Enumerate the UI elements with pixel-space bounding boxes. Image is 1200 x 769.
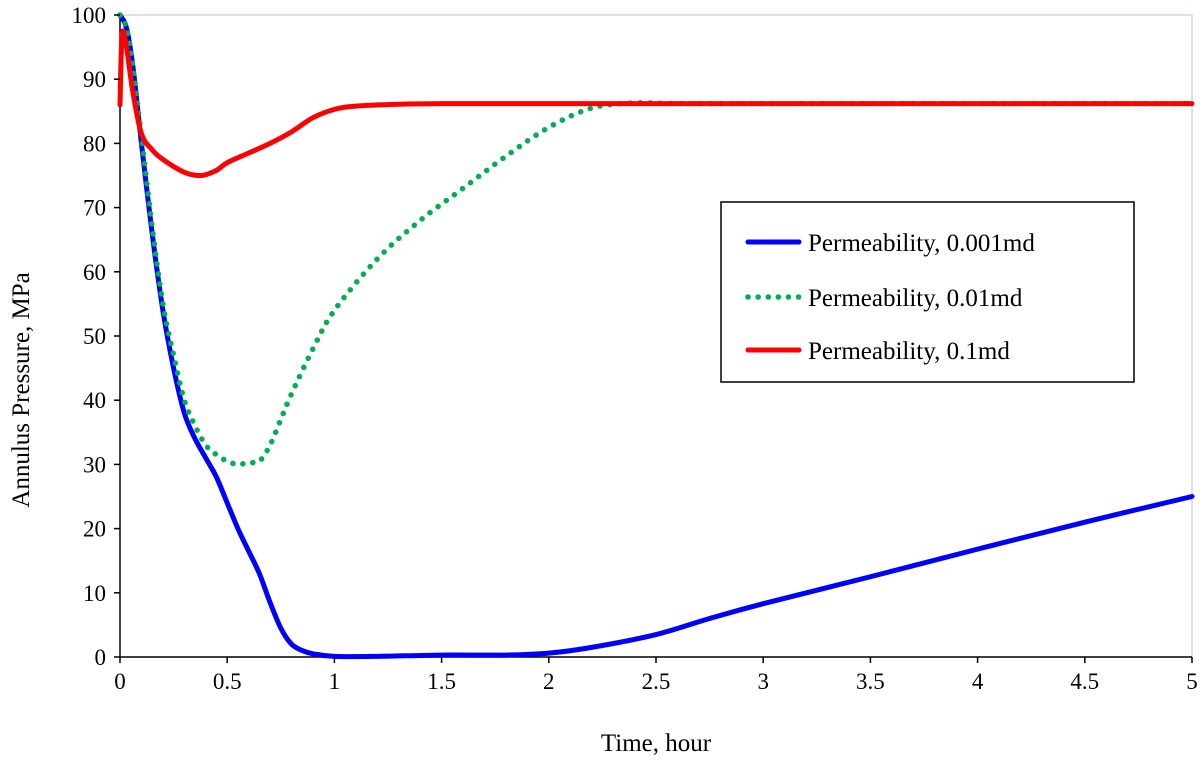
y-axis-title: Annulus Pressure, MPa bbox=[8, 272, 35, 507]
x-tick-label: 1.5 bbox=[427, 669, 456, 694]
legend-label-1: Permeability, 0.001md bbox=[808, 230, 1035, 257]
y-tick-label: 0 bbox=[95, 645, 107, 670]
x-tick-label: 4 bbox=[972, 669, 984, 694]
series-layer bbox=[117, 12, 1195, 660]
x-tick-label: 1 bbox=[329, 669, 341, 694]
legend: Permeability, 0.001md Permeability, 0.01m… bbox=[720, 201, 1135, 383]
legend-items: Permeability, 0.001md Permeability, 0.01m… bbox=[745, 230, 1035, 365]
x-tick-label: 2 bbox=[543, 669, 555, 694]
legend-label-2: Permeability, 0.01md bbox=[808, 285, 1023, 312]
y-tick-label: 60 bbox=[83, 260, 106, 285]
y-tick-label: 50 bbox=[83, 324, 106, 349]
y-tick-label: 10 bbox=[83, 581, 106, 606]
series-line-3 bbox=[117, 28, 1195, 179]
x-tick-label: 3.5 bbox=[856, 669, 885, 694]
y-tick-label: 100 bbox=[72, 3, 107, 28]
y-tick-label: 40 bbox=[83, 388, 106, 413]
x-tick-label: 2.5 bbox=[642, 669, 671, 694]
x-tick-label: 4.5 bbox=[1070, 669, 1099, 694]
y-tick-label: 70 bbox=[83, 196, 106, 221]
x-tick-label: 0.5 bbox=[213, 669, 242, 694]
y-tick-label: 90 bbox=[83, 67, 106, 92]
x-axis-title: Time, hour bbox=[601, 730, 712, 757]
x-tick-label: 5 bbox=[1186, 669, 1198, 694]
y-tick-label: 80 bbox=[83, 131, 106, 156]
legend-label-3: Permeability, 0.1md bbox=[808, 338, 1010, 365]
ticks-layer: 0 10 20 30 40 50 60 70 80 90 100 0 0.5 1 1.5 2 2.5 3 3.5 4 4… bbox=[72, 3, 1198, 694]
x-tick-label: 3 bbox=[757, 669, 769, 694]
y-tick-label: 30 bbox=[83, 452, 106, 477]
x-tick-label: 0 bbox=[114, 669, 126, 694]
y-tick-label: 20 bbox=[83, 517, 106, 542]
